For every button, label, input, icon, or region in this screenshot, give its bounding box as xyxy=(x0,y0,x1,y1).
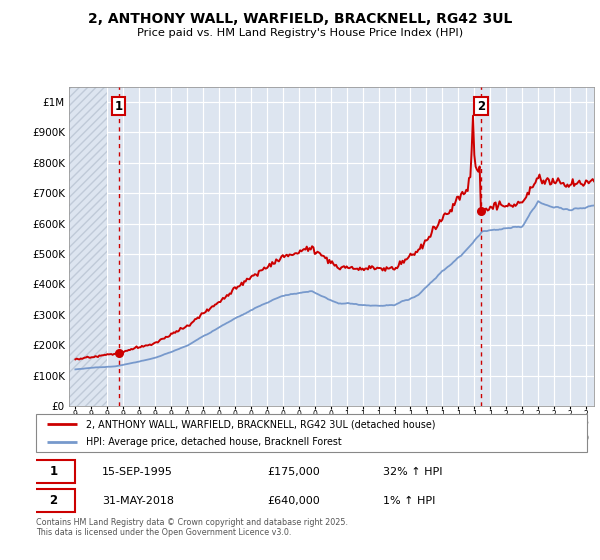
Text: 15-SEP-1995: 15-SEP-1995 xyxy=(102,466,173,477)
Text: Price paid vs. HM Land Registry's House Price Index (HPI): Price paid vs. HM Land Registry's House … xyxy=(137,28,463,38)
Text: 2: 2 xyxy=(477,100,485,113)
Bar xyxy=(69,87,107,406)
Text: 1: 1 xyxy=(50,465,58,478)
Text: 1% ↑ HPI: 1% ↑ HPI xyxy=(383,496,436,506)
Text: 2: 2 xyxy=(50,494,58,507)
FancyBboxPatch shape xyxy=(33,460,74,483)
Text: 32% ↑ HPI: 32% ↑ HPI xyxy=(383,466,443,477)
FancyBboxPatch shape xyxy=(36,414,587,452)
Text: 2, ANTHONY WALL, WARFIELD, BRACKNELL, RG42 3UL (detached house): 2, ANTHONY WALL, WARFIELD, BRACKNELL, RG… xyxy=(86,419,435,429)
Text: Contains HM Land Registry data © Crown copyright and database right 2025.
This d: Contains HM Land Registry data © Crown c… xyxy=(36,518,348,538)
FancyBboxPatch shape xyxy=(33,489,74,512)
Text: £175,000: £175,000 xyxy=(268,466,320,477)
Text: 1: 1 xyxy=(115,100,122,113)
Text: HPI: Average price, detached house, Bracknell Forest: HPI: Average price, detached house, Brac… xyxy=(86,437,341,447)
Text: £640,000: £640,000 xyxy=(268,496,320,506)
Text: 31-MAY-2018: 31-MAY-2018 xyxy=(102,496,174,506)
Text: 2, ANTHONY WALL, WARFIELD, BRACKNELL, RG42 3UL: 2, ANTHONY WALL, WARFIELD, BRACKNELL, RG… xyxy=(88,12,512,26)
